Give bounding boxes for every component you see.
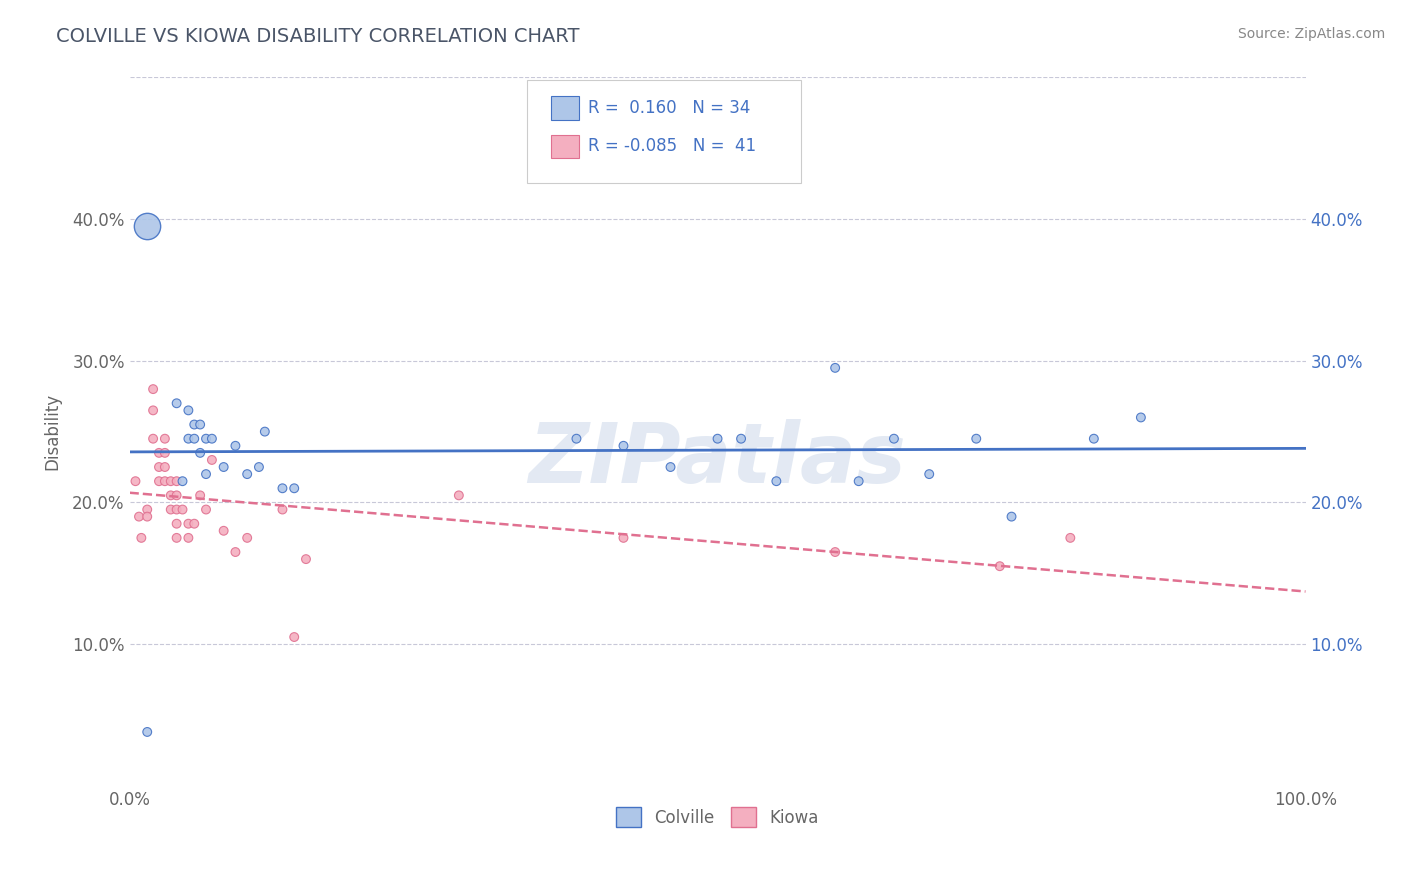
Point	[295, 552, 318, 566]
Text: COLVILLE VS KIOWA DISABILITY CORRELATION CHART: COLVILLE VS KIOWA DISABILITY CORRELATION…	[56, 27, 579, 45]
Point	[1000, 509, 1022, 524]
Point	[236, 531, 259, 545]
Point	[128, 509, 150, 524]
Point	[283, 630, 305, 644]
Point	[706, 432, 728, 446]
Point	[236, 467, 259, 482]
Point	[148, 474, 170, 488]
Point	[166, 488, 188, 502]
Point	[166, 516, 188, 531]
Point	[253, 425, 276, 439]
Point	[201, 432, 224, 446]
Point	[1083, 432, 1105, 446]
Point	[177, 403, 200, 417]
Point	[1059, 531, 1081, 545]
Point	[224, 545, 246, 559]
Point	[1129, 410, 1152, 425]
Point	[659, 460, 682, 475]
Point	[148, 446, 170, 460]
Point	[565, 432, 588, 446]
Point	[153, 446, 176, 460]
Point	[212, 460, 235, 475]
Point	[177, 516, 200, 531]
Point	[965, 432, 987, 446]
Point	[166, 531, 188, 545]
Point	[166, 474, 188, 488]
Point	[848, 474, 870, 488]
Point	[271, 481, 294, 495]
Point	[172, 474, 194, 488]
Point	[188, 488, 211, 502]
Point	[159, 502, 181, 516]
Point	[183, 516, 205, 531]
Point	[224, 439, 246, 453]
Point	[283, 481, 305, 495]
Text: ZIPatlas: ZIPatlas	[529, 419, 907, 500]
Point	[177, 432, 200, 446]
Point	[172, 502, 194, 516]
Point	[195, 502, 218, 516]
Point	[195, 467, 218, 482]
Point	[271, 502, 294, 516]
Point	[153, 474, 176, 488]
Point	[765, 474, 787, 488]
Point	[730, 432, 752, 446]
Point	[177, 531, 200, 545]
Point	[183, 417, 205, 432]
Point	[153, 460, 176, 475]
Point	[883, 432, 905, 446]
Point	[247, 460, 270, 475]
Text: Source: ZipAtlas.com: Source: ZipAtlas.com	[1237, 27, 1385, 41]
Point	[612, 439, 634, 453]
Point	[183, 432, 205, 446]
Point	[166, 502, 188, 516]
Point	[124, 474, 146, 488]
Point	[136, 219, 159, 234]
Point	[824, 545, 846, 559]
Point	[201, 453, 224, 467]
Point	[212, 524, 235, 538]
Point	[159, 474, 181, 488]
Point	[136, 509, 159, 524]
Point	[136, 502, 159, 516]
Point	[988, 559, 1011, 574]
Legend: Colville, Kiowa: Colville, Kiowa	[609, 800, 825, 834]
Point	[148, 460, 170, 475]
Point	[166, 396, 188, 410]
Point	[824, 360, 846, 375]
Point	[447, 488, 470, 502]
Point	[142, 403, 165, 417]
Point	[612, 531, 634, 545]
Point	[153, 432, 176, 446]
Point	[136, 725, 159, 739]
Y-axis label: Disability: Disability	[44, 393, 60, 470]
Text: R = -0.085   N =  41: R = -0.085 N = 41	[588, 137, 756, 155]
Point	[918, 467, 941, 482]
Point	[142, 382, 165, 396]
Point	[159, 488, 181, 502]
Point	[188, 446, 211, 460]
Point	[188, 417, 211, 432]
Text: R =  0.160   N = 34: R = 0.160 N = 34	[588, 99, 749, 117]
Point	[195, 432, 218, 446]
Point	[142, 432, 165, 446]
Point	[131, 531, 153, 545]
